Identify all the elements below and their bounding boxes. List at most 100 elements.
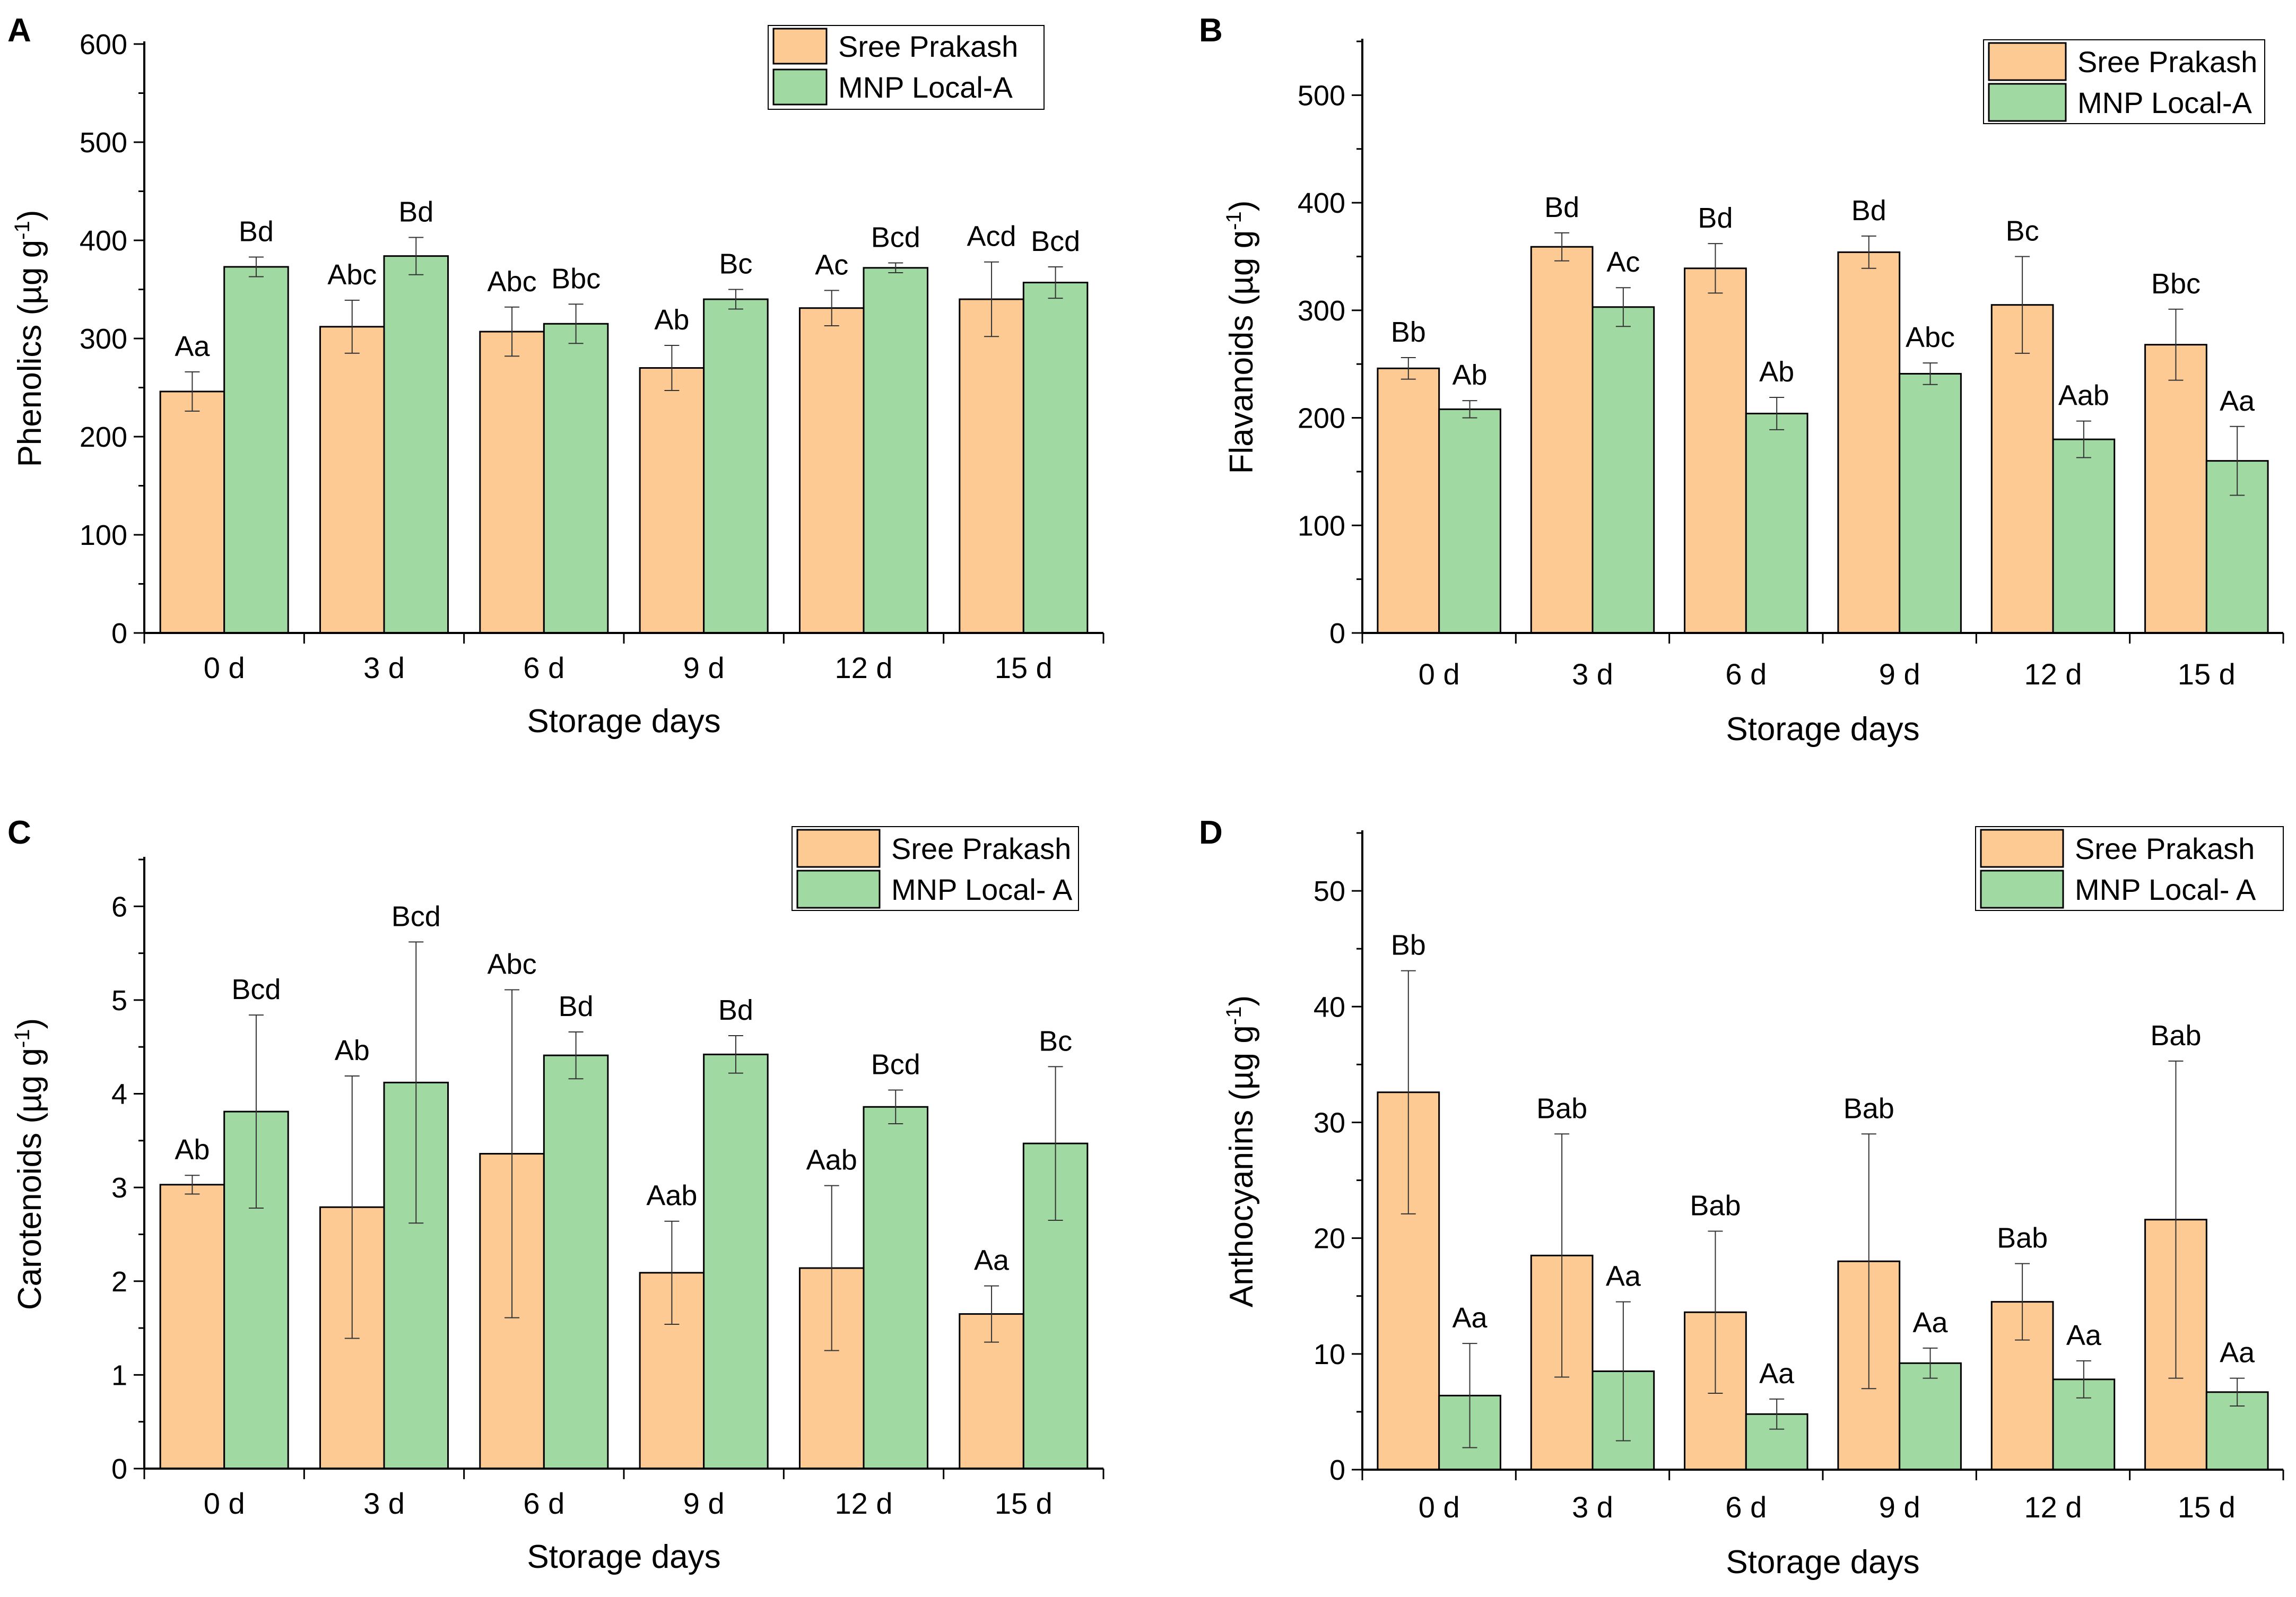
y-tick-label: 0 — [1329, 1454, 1345, 1486]
bar-mnp-local-3 — [1899, 372, 1962, 634]
y-tick-label: 40 — [1314, 991, 1345, 1023]
y-tick-label: 20 — [1314, 1223, 1345, 1255]
x-tick-label: 9 d — [1879, 1490, 1920, 1524]
significance-label: Bcd — [231, 974, 281, 1005]
legend-label-sree-prakash: Sree Prakash — [2075, 832, 2255, 865]
bar-mnp-local-4 — [863, 267, 929, 634]
x-tick-label: 3 d — [1572, 1490, 1613, 1524]
significance-label: Bd — [398, 196, 433, 228]
x-tick-label: 3 d — [363, 651, 405, 684]
significance-label: Ab — [1759, 356, 1794, 388]
panel-c-title: C — [7, 814, 31, 851]
panel-a: A Aa Abc Abc Ab Ac Acd Bd Bd Bbc Bc Bcd Bcd 0 100 200 3… — [0, 0, 1148, 798]
significance-label: Bd — [239, 215, 274, 247]
x-axis-title: Storage days — [1726, 1544, 1919, 1581]
chart-c: C Ab Ab Abc Aab Aab Aa Bcd Bcd Bd Bd Bcd Bc 0 1 2 3 4 5 6 0… — [7, 814, 1104, 1575]
panel-d-title: D — [1199, 814, 1223, 851]
bar-sree-prakash-0 — [159, 390, 225, 634]
x-axis-title: Storage days — [527, 703, 720, 740]
x-tick-label: 3 d — [1572, 657, 1613, 691]
significance-label: Aa — [2220, 1337, 2255, 1369]
y-axis-title-main: Anthocyanins (µg g — [1223, 1025, 1260, 1307]
panel-c: C Ab Ab Abc Aab Aab Aa Bcd Bcd Bd Bd Bcd Bc 0 1 2 3 4 5 6 0… — [0, 798, 1148, 1597]
significance-label: Aab — [2058, 380, 2109, 412]
legend-swatch-sree-prakash — [1980, 829, 2064, 868]
bar-mnp-local-2 — [543, 1054, 609, 1470]
bar-sree-prakash-1 — [1530, 246, 1594, 634]
x-tick-label: 3 d — [363, 1487, 405, 1520]
bar-mnp-local-3 — [703, 298, 769, 634]
y-tick-label: 3 — [111, 1172, 127, 1204]
y-tick-label: 100 — [1298, 510, 1345, 542]
y-tick-label: 30 — [1314, 1107, 1345, 1139]
bar-sree-prakash-4 — [798, 307, 865, 634]
panel-b-title: B — [1199, 12, 1223, 49]
significance-label: Bd — [1544, 192, 1579, 223]
y-tick-label: 400 — [80, 225, 127, 257]
significance-label: Aa — [1759, 1358, 1795, 1390]
bar-mnp-local-0 — [1438, 408, 1501, 634]
bar-sree-prakash-1 — [319, 326, 385, 634]
x-axis-title: Storage days — [1726, 711, 1919, 748]
y-axis-title: Carotenoids (µg g-1) — [11, 1018, 48, 1310]
bar-mnp-local-5 — [1022, 282, 1089, 634]
y-axis-title-main: Flavanoids (µg g — [1223, 230, 1260, 474]
bar-sree-prakash-3 — [639, 367, 705, 634]
y-axis-title-end: ) — [1223, 201, 1260, 212]
y-axis-title-superscript: -1 — [1222, 1006, 1246, 1026]
x-tick-label: 6 d — [523, 651, 564, 684]
significance-label: Bab — [1843, 1092, 1894, 1124]
chart-b: B Bb Bd Bd Bd Bc Bbc Ab Ac Ab Abc Aab Aa 0 100 200 300 4… — [1199, 12, 2284, 748]
legend-label-mnp-local: MNP Local- A — [891, 873, 1073, 906]
significance-label: Bb — [1391, 316, 1426, 348]
bar-sree-prakash-2 — [1684, 267, 1747, 634]
significance-label: Aa — [1453, 1302, 1488, 1334]
significance-label: Abc — [327, 259, 377, 291]
y-tick-label: 400 — [1298, 187, 1345, 219]
x-tick-label: 0 d — [204, 651, 245, 684]
bar-mnp-local-2 — [543, 323, 609, 634]
panel-a-title: A — [7, 12, 31, 49]
y-tick-label: 0 — [111, 618, 127, 649]
bar-mnp-local-4 — [2052, 438, 2116, 634]
significance-label: Ab — [335, 1035, 370, 1066]
y-tick-label: 600 — [80, 29, 127, 60]
significance-label: Bc — [719, 248, 752, 280]
y-axis-title: Flavanoids (µg g-1) — [1222, 201, 1260, 474]
y-axis-title-end: ) — [1223, 995, 1260, 1006]
significance-label: Ac — [1606, 246, 1640, 278]
legend-swatch-mnp-local — [1980, 870, 2064, 909]
x-tick-label: 12 d — [835, 1487, 893, 1520]
bar-mnp-local-3 — [703, 1053, 769, 1470]
x-tick-label: 12 d — [2024, 1490, 2082, 1524]
bar-mnp-local-3 — [1899, 1362, 1962, 1471]
bar-sree-prakash-3 — [1837, 251, 1901, 634]
significance-label: Aa — [2066, 1320, 2102, 1351]
x-tick-label: 0 d — [204, 1487, 245, 1520]
y-axis-title-main: Carotenoids (µg g — [12, 1048, 48, 1310]
bar-sree-prakash-4 — [1990, 304, 2054, 634]
x-axis-title: Storage days — [527, 1539, 720, 1575]
significance-label: Bcd — [1031, 225, 1080, 257]
legend-label-mnp-local: MNP Local- A — [2075, 873, 2256, 906]
x-tick-label: 6 d — [1725, 1490, 1767, 1524]
x-tick-label: 12 d — [2024, 657, 2082, 691]
legend-swatch-sree-prakash — [772, 28, 828, 65]
significance-label: Aa — [1606, 1261, 1641, 1292]
y-axis-title: Anthocyanins (µg g-1) — [1222, 995, 1260, 1307]
significance-label: Bab — [2150, 1020, 2201, 1052]
x-tick-label: 15 d — [2178, 1490, 2236, 1524]
significance-label: Aab — [806, 1144, 857, 1176]
significance-label: Bd — [718, 994, 753, 1026]
legend-label-sree-prakash: Sree Prakash — [2077, 45, 2257, 79]
x-tick-label: 15 d — [995, 1487, 1053, 1520]
bar-mnp-local-2 — [1745, 412, 1808, 634]
bar-mnp-local-4 — [863, 1106, 929, 1470]
y-axis-title-end: ) — [12, 210, 48, 221]
significance-label: Abc — [488, 948, 537, 980]
y-tick-label: 300 — [1298, 295, 1345, 327]
significance-label: Bab — [1690, 1190, 1741, 1222]
significance-label: Aab — [646, 1180, 697, 1212]
legend-swatch-mnp-local — [772, 68, 828, 106]
significance-label: Aa — [175, 331, 210, 362]
